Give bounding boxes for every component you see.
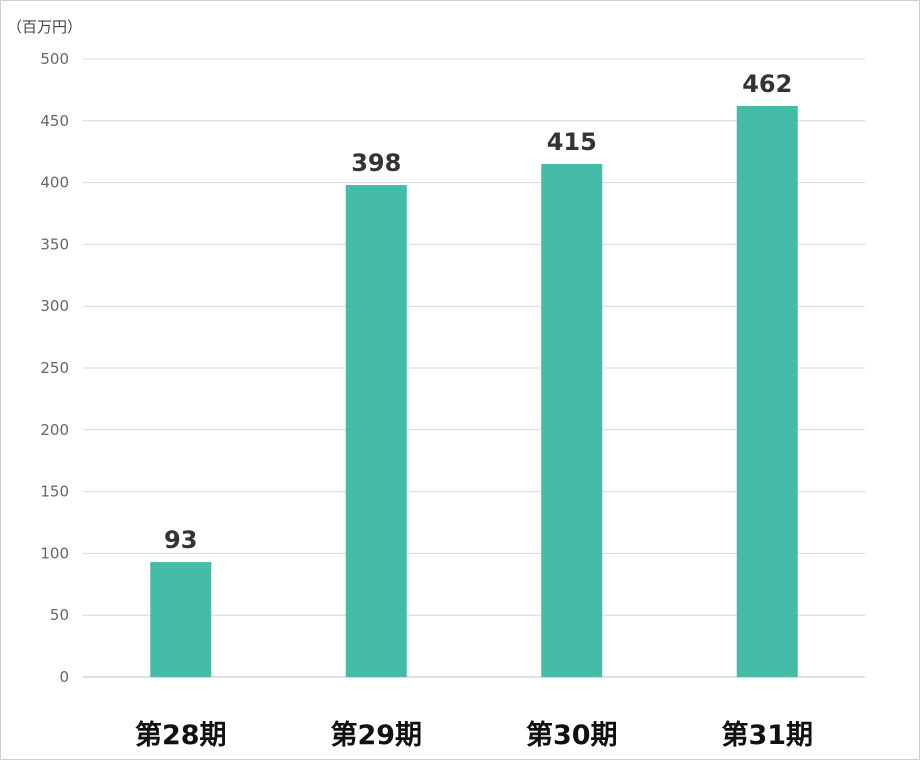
x-category-label: 第28期: [135, 719, 227, 751]
bars: [150, 105, 798, 677]
bar: [150, 562, 212, 677]
data-label: 93: [164, 526, 197, 554]
y-tick-label: 200: [40, 421, 69, 439]
y-tick-label: 300: [40, 297, 69, 315]
y-tick-label: 0: [59, 668, 69, 686]
y-axis-ticks: 0 50 100 150 200 250 300 350 400 450 500: [40, 50, 69, 686]
y-tick-label: 50: [50, 606, 69, 624]
data-labels: 93 398 415 462: [164, 70, 792, 554]
data-label: 462: [742, 70, 792, 98]
bar: [736, 105, 798, 677]
y-tick-label: 350: [40, 235, 69, 253]
x-category-label: 第31期: [721, 719, 813, 751]
bar: [345, 185, 407, 677]
y-tick-label: 500: [40, 50, 69, 68]
data-label: 398: [351, 149, 401, 177]
y-tick-label: 250: [40, 359, 69, 377]
unit-label: （百万円）: [7, 18, 82, 36]
y-tick-label: 400: [40, 174, 69, 192]
x-category-label: 第30期: [526, 719, 618, 751]
gridlines: [83, 58, 865, 678]
category-labels: 第28期 第29期 第30期 第31期: [135, 719, 813, 751]
y-tick-label: 450: [40, 112, 69, 130]
y-tick-label: 150: [40, 483, 69, 501]
y-tick-label: 100: [40, 544, 69, 562]
data-label: 415: [547, 128, 597, 156]
x-category-label: 第29期: [330, 719, 422, 751]
bar: [541, 164, 603, 677]
